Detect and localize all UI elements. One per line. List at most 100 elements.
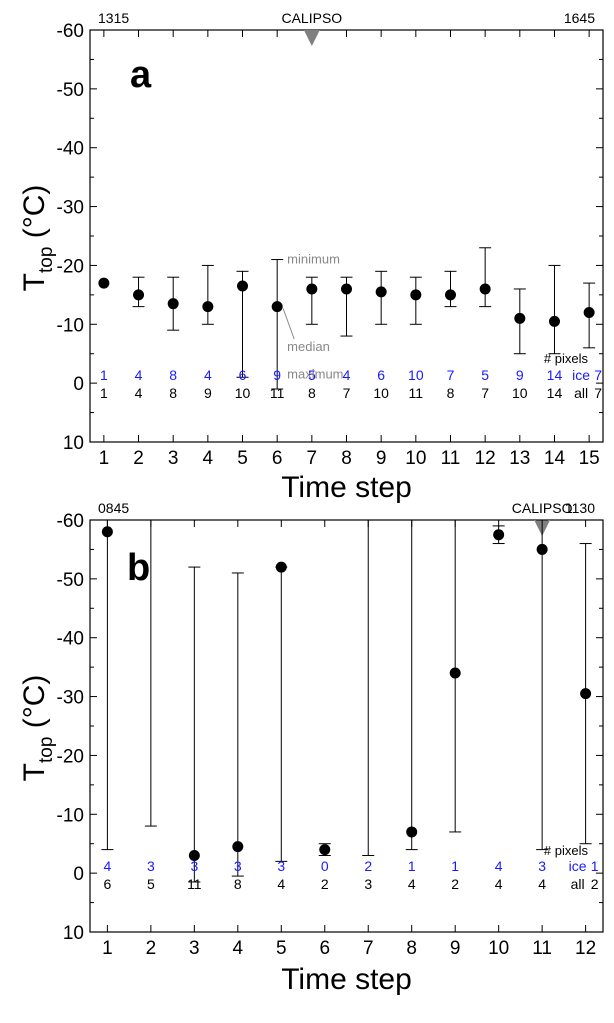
- x-tick-label: 8: [341, 448, 352, 469]
- y-tick-label: -30: [57, 198, 84, 219]
- all-count: 11: [270, 385, 285, 401]
- all-count: 2: [321, 876, 329, 892]
- x-tick-label: 10: [488, 938, 509, 959]
- calipso-label: CALIPSO: [281, 10, 342, 26]
- y-tick-label: -50: [57, 570, 84, 591]
- all-count: 14: [547, 385, 563, 401]
- median-point: [167, 298, 179, 310]
- median-point: [536, 543, 548, 555]
- x-tick-label: 2: [133, 448, 144, 469]
- y-tick-label: 0: [73, 864, 84, 885]
- ice-count: 1: [591, 858, 599, 874]
- ice-count: 3: [147, 858, 155, 874]
- all-count: 4: [408, 876, 416, 892]
- ice-count: 4: [135, 367, 143, 383]
- all-count: 4: [135, 385, 143, 401]
- panel-label: b: [127, 547, 150, 589]
- median-pointer: [282, 308, 295, 340]
- plot-frame: [89, 519, 604, 933]
- median-point: [232, 841, 244, 853]
- median-point: [444, 289, 456, 301]
- x-axis-label: Time step: [281, 963, 412, 996]
- x-tick-label: 6: [319, 938, 330, 959]
- y-axis-label: Ttop (°C): [18, 675, 57, 782]
- median-point: [188, 849, 200, 861]
- median-point: [101, 526, 113, 538]
- x-tick-label: 7: [363, 938, 374, 959]
- median-point: [275, 561, 287, 573]
- all-count: 10: [373, 385, 389, 401]
- all-count: 2: [451, 876, 459, 892]
- annotation-median: median: [287, 339, 330, 354]
- all-count: 4: [495, 876, 503, 892]
- all-count: 10: [235, 385, 251, 401]
- ice-count: 1: [408, 858, 416, 874]
- ice-count: 5: [308, 367, 316, 383]
- ice-count: 6: [239, 367, 247, 383]
- x-tick-label: 4: [203, 448, 214, 469]
- all-row-label: all: [571, 876, 585, 892]
- ice-count: 9: [516, 367, 524, 383]
- y-tick-label: -30: [57, 688, 84, 709]
- ice-count: 14: [547, 367, 563, 383]
- all-count: 7: [481, 385, 489, 401]
- median-point: [133, 289, 145, 301]
- median-point: [341, 283, 352, 295]
- ice-count: 1: [100, 367, 108, 383]
- annotation-minimum: minimum: [287, 252, 340, 267]
- y-tick-label: -60: [57, 21, 84, 42]
- all-count: 2: [591, 876, 599, 892]
- ice-count: 4: [204, 367, 212, 383]
- x-tick-label: 10: [405, 448, 426, 469]
- all-count: 8: [169, 385, 177, 401]
- ice-count: 4: [343, 367, 351, 383]
- all-count: 3: [364, 876, 372, 892]
- median-point: [410, 289, 422, 301]
- x-tick-label: 12: [475, 448, 496, 469]
- y-tick-label: -40: [57, 139, 84, 160]
- ice-row-label: ice: [572, 367, 590, 383]
- all-count: 6: [103, 876, 111, 892]
- all-count: 11: [187, 876, 202, 892]
- median-point: [271, 301, 283, 313]
- y-tick-label: -10: [57, 315, 84, 336]
- median-point: [493, 529, 505, 541]
- ice-count: 4: [103, 858, 111, 874]
- x-tick-label: 2: [146, 938, 157, 959]
- panel-label: a: [130, 54, 152, 96]
- y-axis-label-main: T: [18, 273, 51, 291]
- y-tick-label: -40: [57, 629, 84, 650]
- start-time-label: 0845: [98, 500, 129, 516]
- x-tick-label: 12: [575, 938, 596, 959]
- y-axis-label-unit: (°C): [18, 675, 51, 737]
- y-tick-label: 0: [73, 374, 84, 395]
- median-point: [580, 688, 592, 700]
- ice-count: 7: [447, 367, 455, 383]
- calipso-marker: [303, 30, 320, 46]
- ice-count: 6: [377, 367, 385, 383]
- y-axis-label-sub: top: [36, 737, 57, 763]
- x-tick-label: 9: [376, 448, 387, 469]
- all-count: 8: [234, 876, 242, 892]
- ice-count: 3: [234, 858, 242, 874]
- pixels-header: # pixels: [544, 843, 589, 858]
- ice-count: 9: [273, 367, 281, 383]
- ice-count: 8: [169, 367, 177, 383]
- ice-count: 1: [451, 858, 459, 874]
- all-count: 1: [100, 385, 108, 401]
- y-tick-label: -20: [57, 256, 84, 277]
- x-tick-label: 5: [237, 448, 248, 469]
- y-tick-label: -20: [57, 746, 84, 767]
- median-point: [479, 283, 491, 295]
- ice-count: 10: [408, 367, 424, 383]
- x-tick-label: 14: [544, 448, 566, 469]
- y-axis-label: Ttop (°C): [18, 185, 57, 292]
- x-tick-label: 6: [272, 448, 283, 469]
- y-tick-label: -60: [57, 511, 84, 532]
- median-point: [583, 307, 595, 319]
- x-tick-label: 11: [532, 938, 552, 959]
- x-tick-label: 13: [509, 448, 530, 469]
- x-tick-label: 8: [406, 938, 417, 959]
- ice-count: 3: [277, 858, 285, 874]
